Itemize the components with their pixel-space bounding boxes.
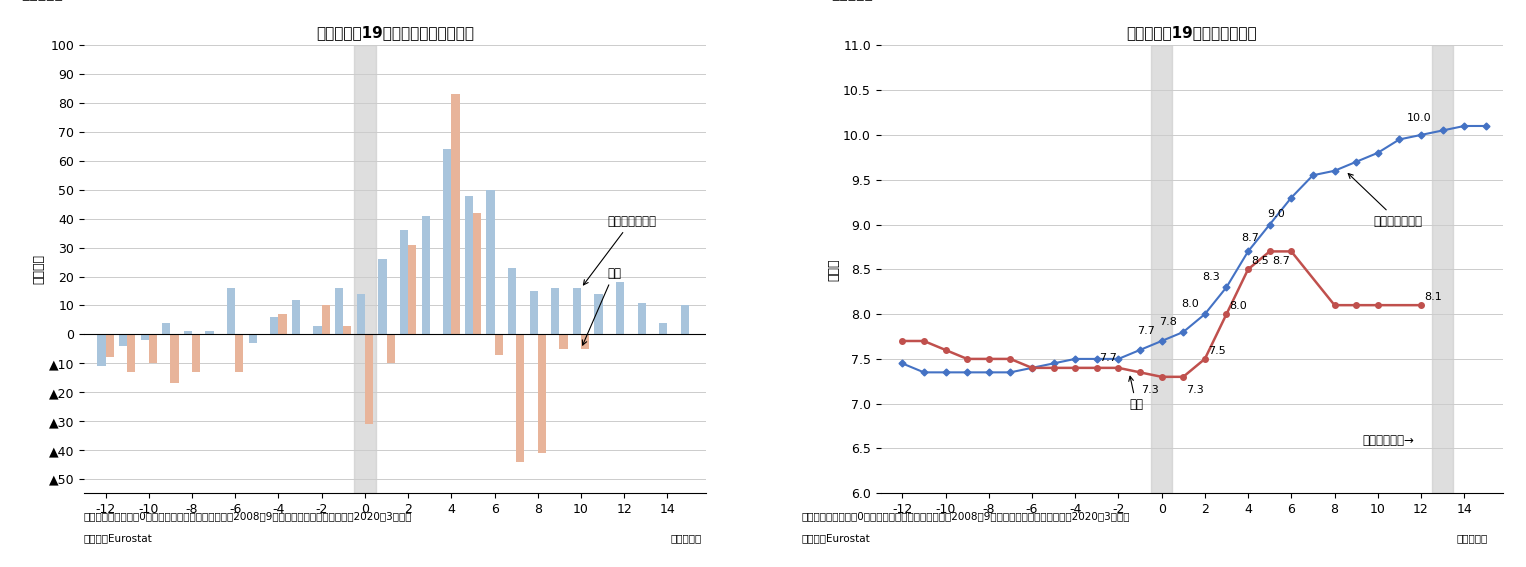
Bar: [386, 335, 395, 363]
Bar: [227, 288, 235, 335]
Text: 8.1: 8.1: [1424, 292, 1442, 302]
Bar: [98, 335, 105, 366]
Bar: [681, 306, 690, 335]
Bar: [278, 314, 287, 335]
Bar: [322, 306, 330, 335]
Bar: [105, 335, 114, 357]
Text: 8.0: 8.0: [1230, 301, 1247, 311]
Text: 7.3: 7.3: [1186, 385, 1204, 395]
Bar: [1151, 45, 1172, 493]
Text: （注）季節調整値、0は「リーマンブラザーズ破綿（2008年9月）」、「コロナショック（2020年3月）」: （注）季節調整値、0は「リーマンブラザーズ破綿（2008年9月）」、「コロナショ…: [801, 511, 1129, 521]
Text: 8.3: 8.3: [1202, 272, 1221, 282]
Bar: [343, 325, 351, 335]
Bar: [192, 335, 200, 372]
Text: 10.0: 10.0: [1407, 113, 1431, 122]
Text: 今回: 今回: [1129, 376, 1143, 411]
Bar: [530, 291, 537, 335]
Bar: [473, 213, 481, 335]
Bar: [365, 335, 374, 424]
Title: ユーロ圈（19か国）の失業者数変化: ユーロ圈（19か国）の失業者数変化: [316, 25, 475, 40]
Y-axis label: （％）: （％）: [827, 258, 841, 281]
Bar: [354, 45, 375, 493]
Bar: [581, 335, 589, 349]
Bar: [659, 323, 667, 335]
Bar: [206, 332, 214, 335]
Bar: [235, 335, 244, 372]
Text: （図表４）: （図表４）: [830, 0, 873, 1]
Text: （資料）Eurostat: （資料）Eurostat: [84, 534, 153, 544]
Bar: [119, 335, 127, 346]
Bar: [1431, 45, 1453, 493]
Bar: [551, 288, 560, 335]
Text: 世界金融危機時: 世界金融危機時: [583, 214, 656, 285]
Bar: [452, 95, 459, 335]
Bar: [127, 335, 136, 372]
Bar: [443, 149, 452, 335]
Bar: [421, 216, 430, 335]
Text: 8.7: 8.7: [1273, 256, 1291, 266]
Bar: [617, 282, 624, 335]
Bar: [487, 190, 494, 335]
Bar: [638, 303, 645, 335]
Text: 7.8: 7.8: [1160, 317, 1177, 327]
Text: 欧州債務危機→: 欧州債務危機→: [1363, 434, 1415, 447]
Bar: [313, 325, 322, 335]
Bar: [378, 259, 386, 335]
Text: （経過月）: （経過月）: [1457, 534, 1488, 544]
Text: 9.0: 9.0: [1267, 209, 1285, 219]
Bar: [249, 335, 256, 343]
Bar: [336, 288, 343, 335]
Text: （資料）Eurostat: （資料）Eurostat: [801, 534, 870, 544]
Bar: [140, 335, 148, 340]
Bar: [537, 335, 546, 453]
Bar: [291, 300, 301, 335]
Text: 8.5: 8.5: [1251, 256, 1268, 266]
Bar: [162, 323, 171, 335]
Bar: [407, 245, 417, 335]
Text: 7.3: 7.3: [1141, 385, 1158, 395]
Text: 8.7: 8.7: [1241, 232, 1259, 243]
Bar: [465, 196, 473, 335]
Bar: [357, 294, 365, 335]
Bar: [171, 335, 179, 383]
Text: 8.0: 8.0: [1181, 299, 1198, 309]
Bar: [494, 335, 502, 354]
Text: （注）季節調整値、0は「リーマンブラザーズ破綿（2008年9月）」、「コロナショック（2020年3月）」: （注）季節調整値、0は「リーマンブラザーズ破綿（2008年9月）」、「コロナショ…: [84, 511, 412, 521]
Bar: [595, 294, 603, 335]
Text: （図表３）: （図表３）: [21, 0, 64, 1]
Text: 世界金融危機時: 世界金融危機時: [1349, 174, 1422, 227]
Bar: [183, 332, 192, 335]
Bar: [516, 335, 525, 462]
Text: （経過月）: （経過月）: [671, 534, 702, 544]
Text: 7.5: 7.5: [1209, 345, 1225, 356]
Bar: [400, 230, 407, 335]
Text: 7.7: 7.7: [1099, 353, 1117, 363]
Y-axis label: （万人）: （万人）: [32, 255, 46, 284]
Bar: [148, 335, 157, 363]
Bar: [508, 268, 516, 335]
Bar: [560, 335, 568, 349]
Bar: [572, 288, 581, 335]
Text: 今回: 今回: [583, 266, 621, 345]
Title: ユーロ圈（19か国）の失業率: ユーロ圈（19か国）の失業率: [1126, 25, 1257, 40]
Bar: [270, 317, 278, 335]
Text: 7.7: 7.7: [1137, 326, 1155, 336]
